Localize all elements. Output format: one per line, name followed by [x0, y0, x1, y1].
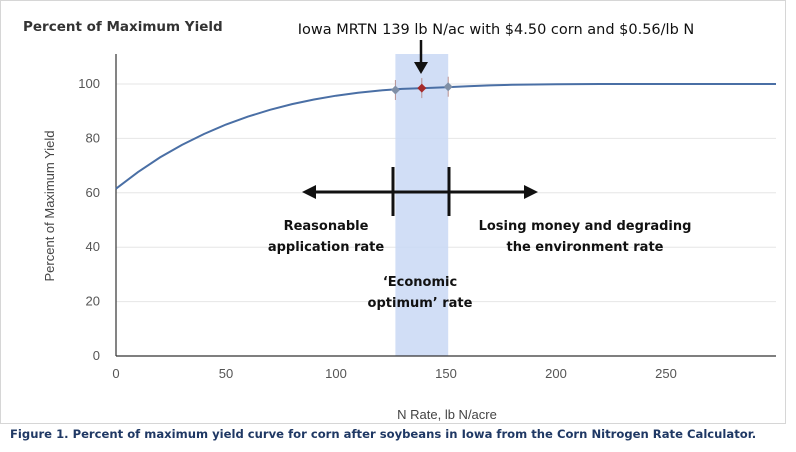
left-annotation-line-2: application rate	[268, 240, 385, 255]
right-annotation-line-2: the environment rate	[507, 240, 664, 255]
right-arrowhead	[524, 185, 538, 199]
y-tick-label: 40	[86, 239, 100, 254]
x-tick-label: 150	[435, 366, 457, 381]
y-tick-label: 80	[86, 130, 100, 145]
x-axis-label: N Rate, lb N/acre	[397, 407, 497, 422]
x-tick-label: 50	[219, 366, 233, 381]
data-marker-0	[390, 85, 400, 95]
x-tick-label: 100	[325, 366, 347, 381]
x-tick-label: 200	[545, 366, 567, 381]
data-marker-1	[417, 83, 427, 93]
y-tick-label: 20	[86, 294, 100, 309]
y-axis-label: Percent of Maximum Yield	[42, 130, 57, 281]
middle-annotation-line-1: ‘Economic	[383, 275, 457, 290]
yield-curve-line	[115, 83, 776, 190]
data-marker-2	[443, 82, 453, 92]
top-pointer-arrowhead	[414, 62, 428, 74]
y-tick-label: 60	[86, 185, 100, 200]
y-tick-label: 0	[93, 348, 100, 363]
economic-optimum-band	[395, 54, 449, 356]
range-arrows	[302, 40, 538, 216]
figure-caption: Figure 1. Percent of maximum yield curve…	[10, 427, 757, 441]
left-annotation-line-1: Reasonable	[284, 219, 369, 234]
left-arrowhead	[302, 185, 316, 199]
middle-annotation-line-2: optimum’ rate	[368, 296, 473, 311]
chart-title: Percent of Maximum Yield	[23, 19, 223, 35]
y-tick-label: 100	[78, 76, 100, 91]
right-annotation-line-1: Losing money and degrading	[479, 219, 692, 234]
top-annotation: Iowa MRTN 139 lb N/ac with $4.50 corn an…	[298, 22, 694, 38]
x-tick-label: 0	[112, 366, 119, 381]
x-tick-label: 250	[655, 366, 677, 381]
